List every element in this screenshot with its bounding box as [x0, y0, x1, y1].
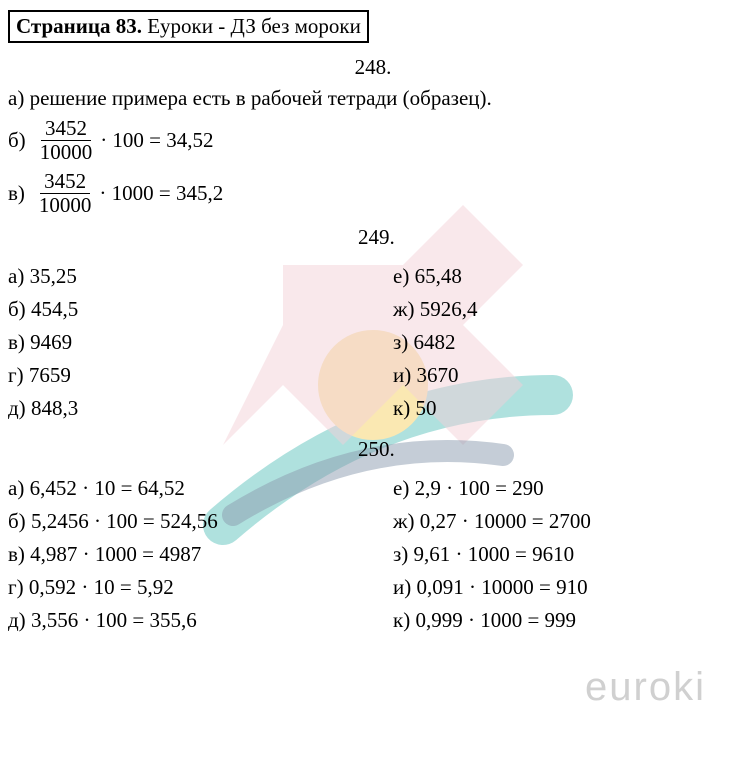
- ex249-columns: а) 35,25 б) 454,5 в) 9469 г) 7659 д) 848…: [8, 256, 738, 429]
- mult-result-c: · 1000 = 345,2: [99, 181, 223, 206]
- document-content: Страница 83. Еуроки - ДЗ без мороки 248.…: [0, 0, 746, 651]
- letter: в): [8, 542, 25, 566]
- letter: г): [8, 363, 24, 387]
- ex250-left-col: а) 6,452 · 10 = 64,52 б) 5,2456 · 100 = …: [8, 468, 353, 641]
- page-number-label: Страница 83.: [16, 14, 142, 38]
- letter: б): [8, 297, 26, 321]
- site-title: Еуроки - ДЗ без мороки: [142, 14, 361, 38]
- letter-b: б): [8, 128, 26, 153]
- ex250-columns: а) 6,452 · 10 = 64,52 б) 5,2456 · 100 = …: [8, 468, 738, 641]
- value: 2,9 · 100 = 290: [415, 476, 544, 500]
- value: 4,987 · 1000 = 4987: [30, 542, 201, 566]
- value: 6,452 · 10 = 64,52: [30, 476, 185, 500]
- value: 848,3: [31, 396, 78, 420]
- value: 3,556 · 100 = 355,6: [31, 608, 197, 632]
- exercise-248-number: 248.: [8, 55, 738, 80]
- letter: и): [393, 575, 411, 599]
- mult-result-b: · 100 = 34,52: [100, 128, 213, 153]
- letter: д): [8, 608, 26, 632]
- letter: з): [393, 542, 408, 566]
- value: 454,5: [31, 297, 78, 321]
- letter: и): [393, 363, 411, 387]
- letter: е): [393, 264, 409, 288]
- page-header-box: Страница 83. Еуроки - ДЗ без мороки: [8, 10, 369, 43]
- fraction-b: 3452 10000: [36, 117, 97, 164]
- value: 5,2456 · 100 = 524,56: [31, 509, 218, 533]
- numerator: 3452: [40, 170, 90, 194]
- letter: з): [393, 330, 408, 354]
- ex248-line-c: в) 3452 10000 · 1000 = 345,2: [8, 170, 738, 217]
- value: 0,27 · 10000 = 2700: [420, 509, 591, 533]
- letter: д): [8, 396, 26, 420]
- numerator: 3452: [41, 117, 91, 141]
- letter: б): [8, 509, 26, 533]
- denominator: 10000: [36, 141, 97, 164]
- letter: в): [8, 330, 25, 354]
- letter: к): [393, 608, 410, 632]
- ex249-left-col: а) 35,25 б) 454,5 в) 9469 г) 7659 д) 848…: [8, 256, 353, 429]
- ex250-right-col: е) 2,9 · 100 = 290 ж) 0,27 · 10000 = 270…: [353, 468, 738, 641]
- letter: к): [393, 396, 410, 420]
- value: 9469: [30, 330, 72, 354]
- watermark-text: euroki: [585, 665, 706, 710]
- value: 3670: [416, 363, 458, 387]
- exercise-250-number: 250.: [8, 437, 738, 462]
- value: 9,61 · 1000 = 9610: [414, 542, 575, 566]
- letter: е): [393, 476, 409, 500]
- letter: г): [8, 575, 24, 599]
- value: 5926,4: [420, 297, 478, 321]
- ex248-line-b: б) 3452 10000 · 100 = 34,52: [8, 117, 738, 164]
- value: 0,999 · 1000 = 999: [415, 608, 576, 632]
- value: 50: [415, 396, 436, 420]
- value: 0,592 · 10 = 5,92: [29, 575, 174, 599]
- letter: а): [8, 264, 24, 288]
- ex248-line-a: а) решение примера есть в рабочей тетрад…: [8, 86, 738, 111]
- letter: а): [8, 476, 24, 500]
- value: 6482: [414, 330, 456, 354]
- exercise-249-number: 249.: [8, 225, 738, 250]
- letter: ж): [393, 509, 415, 533]
- value: 35,25: [30, 264, 77, 288]
- ex249-right-col: е) 65,48 ж) 5926,4 з) 6482 и) 3670 к) 50: [353, 256, 738, 429]
- denominator: 10000: [35, 194, 96, 217]
- value: 65,48: [415, 264, 462, 288]
- letter-c: в): [8, 181, 25, 206]
- value: 7659: [29, 363, 71, 387]
- letter: ж): [393, 297, 415, 321]
- fraction-c: 3452 10000: [35, 170, 96, 217]
- value: 0,091 · 10000 = 910: [416, 575, 587, 599]
